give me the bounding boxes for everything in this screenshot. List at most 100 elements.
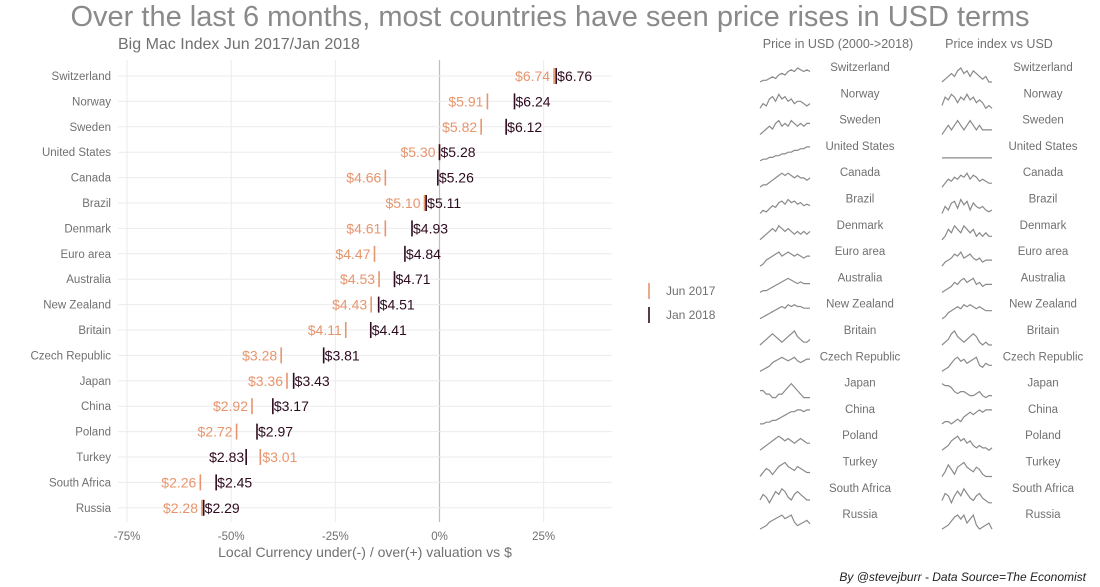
country-label: Australia: [66, 274, 111, 286]
sparkline-country-label: Japan: [844, 378, 875, 390]
sparkline-country-label: South Africa: [1012, 483, 1075, 495]
x-tick-label: -75%: [114, 531, 141, 543]
sparkline-country-label: United States: [825, 141, 894, 153]
sparkline-country-label: United States: [1008, 141, 1077, 153]
sparkline-country-label: Poland: [842, 430, 878, 442]
jun2017-value-label: $2.28: [163, 500, 198, 516]
sparkline-country-label: Brazil: [1029, 194, 1058, 206]
index-sparkline: [941, 383, 992, 399]
price-sparkline: [759, 172, 811, 188]
index-sparkline: [941, 277, 992, 293]
jan2018-value-label: $3.43: [295, 373, 330, 389]
sparkline-country-label: Canada: [1023, 167, 1064, 179]
country-label: Poland: [75, 427, 111, 439]
jan2018-value-label: $4.93: [413, 220, 448, 236]
sparkline-country-label: Sweden: [1022, 115, 1064, 127]
country-label: Norway: [72, 96, 111, 108]
price-sparkline: [759, 330, 811, 346]
jun2017-value-label: $3.01: [262, 449, 297, 465]
jan2018-value-label: $4.41: [372, 322, 407, 338]
index-sparkline: [941, 356, 992, 372]
index-sparkline: [941, 224, 992, 241]
legend-label: Jan 2018: [666, 308, 716, 322]
jun2017-value-label: $4.66: [346, 170, 381, 186]
jan2018-value-label: $2.97: [258, 424, 293, 440]
sparkline-country-label: Czech Republic: [1003, 351, 1084, 363]
jun2017-value-label: $4.11: [308, 322, 342, 338]
price-sparkline: [760, 409, 810, 425]
price-sparkline: [759, 93, 811, 109]
sparkline-country-label: Russia: [1025, 509, 1061, 521]
price-sparkline: [759, 119, 810, 136]
index-sparkline: [941, 93, 993, 110]
sparkline-panels: Price in USD (2000->2018) Price index vs…: [759, 37, 1084, 530]
jun2017-value-label: $6.74: [515, 68, 550, 84]
jun2017-value-label: $5.10: [385, 195, 420, 211]
index-sparkline: [941, 330, 992, 346]
country-label: Switzerland: [52, 71, 111, 83]
jun2017-value-label: $2.72: [198, 424, 233, 440]
jan2018-value-label: $5.11: [427, 195, 461, 211]
jun2017-value-label: $4.43: [332, 297, 367, 313]
sparkline-country-label: Australia: [838, 272, 883, 284]
sparkline-country-label: Czech Republic: [820, 351, 901, 363]
jun2017-value-label: $5.91: [448, 93, 483, 109]
country-label: South Africa: [49, 477, 112, 489]
index-sparkline: [941, 198, 993, 214]
country-label: Czech Republic: [30, 350, 111, 362]
country-label: Sweden: [69, 122, 111, 134]
jan2018-value-label: $5.28: [441, 144, 476, 160]
country-label: Denmark: [64, 223, 111, 235]
jan2018-value-label: $2.45: [217, 474, 252, 490]
sparkline-panel-title-index: Price index vs USD: [945, 37, 1053, 51]
price-sparkline: [759, 435, 810, 451]
index-sparkline: [941, 119, 992, 135]
sparkline-country-label: Britain: [844, 325, 877, 337]
jun2017-value-label: $3.28: [242, 347, 277, 363]
chart-title: Over the last 6 months, most countries h…: [70, 1, 1030, 33]
index-sparkline: [941, 487, 992, 505]
jan2018-value-label: $3.81: [325, 347, 360, 363]
sparkline-country-label: Switzerland: [1013, 62, 1072, 74]
valuation-dot-plot: Switzerland $6.74 $6.76 Norway $5.91 $6.24 Swe…: [30, 60, 716, 560]
legend-label: Jun 2017: [666, 284, 716, 298]
jun2017-value-label: $5.30: [400, 144, 435, 160]
sparkline-country-label: Denmark: [837, 220, 884, 232]
index-sparkline: [941, 251, 992, 267]
price-sparkline: [760, 382, 810, 399]
sparkline-country-label: Australia: [1021, 272, 1066, 284]
sparkline-country-label: Norway: [841, 88, 880, 100]
jun2017-value-label: $5.82: [442, 119, 477, 135]
index-sparkline: [941, 513, 993, 530]
sparkline-country-label: Euro area: [835, 246, 886, 258]
x-tick-label: 25%: [532, 531, 555, 543]
jan2018-value-label: $3.17: [274, 398, 309, 414]
index-sparkline: [941, 172, 992, 188]
chart-subtitle: Big Mac Index Jun 2017/Jan 2018: [118, 36, 360, 53]
sparkline-country-label: Russia: [842, 509, 878, 521]
country-label: United States: [42, 147, 111, 159]
jan2018-value-label: $6.24: [516, 93, 551, 109]
jun2017-value-label: $2.26: [161, 474, 196, 490]
index-sparkline: [941, 67, 992, 83]
jun2017-value-label: $4.47: [335, 246, 370, 262]
legend: Jun 2017 Jan 2018: [648, 283, 716, 323]
sparkline-country-label: Canada: [840, 167, 881, 179]
country-label: Britain: [78, 325, 111, 337]
x-tick-label: -50%: [218, 531, 245, 543]
sparkline-country-label: China: [1028, 404, 1059, 416]
price-sparkline: [759, 224, 811, 241]
country-label: New Zealand: [43, 300, 111, 312]
sparkline-country-label: Norway: [1024, 88, 1063, 100]
jan2018-value-label: $4.84: [406, 246, 441, 262]
jun2017-value-label: $4.53: [340, 271, 375, 287]
sparkline-country-label: Japan: [1027, 378, 1058, 390]
index-sparkline: [941, 435, 993, 451]
sparkline-panel-title-price: Price in USD (2000->2018): [763, 37, 913, 51]
jan2018-value-label: $6.12: [507, 119, 542, 135]
price-sparkline: [759, 356, 810, 372]
price-sparkline: [759, 198, 811, 214]
sparkline-country-label: China: [845, 404, 876, 416]
index-sparkline: [941, 303, 992, 320]
price-sparkline: [759, 514, 811, 530]
